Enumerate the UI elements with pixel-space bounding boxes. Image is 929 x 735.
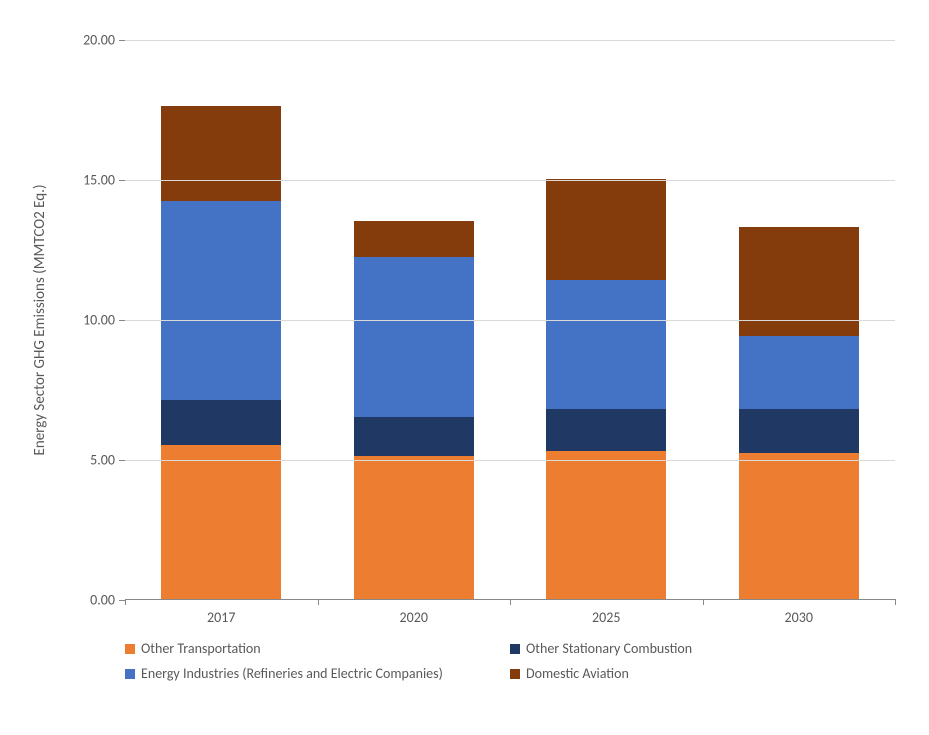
y-tick-label: 15.00 (83, 172, 125, 189)
x-tick-label: 2025 (592, 599, 620, 626)
bar-segment (354, 417, 474, 456)
plot-area: 0.005.0010.0015.0020.002017202020252030 (125, 40, 895, 600)
legend: Other Transportation Other Stationary Co… (125, 640, 895, 682)
legend-item-other-transportation: Other Transportation (125, 640, 510, 657)
legend-item-domestic-aviation: Domestic Aviation (510, 665, 895, 682)
y-tick-label: 5.00 (90, 452, 125, 469)
grid-line (125, 40, 895, 41)
x-tick-mark (318, 599, 319, 605)
legend-item-other-stationary-combustion: Other Stationary Combustion (510, 640, 895, 657)
legend-swatch (510, 669, 520, 679)
y-axis-title: Energy Sector GHG Emissions (MMTCO2 Eq.) (31, 185, 49, 456)
legend-swatch (510, 644, 520, 654)
x-tick-mark (703, 599, 704, 605)
bar-segment (546, 280, 666, 409)
legend-label: Other Transportation (141, 640, 261, 657)
bar-segment (739, 409, 859, 454)
grid-line (125, 460, 895, 461)
x-tick-mark (510, 599, 511, 605)
bar-segment (161, 445, 281, 599)
bar-segment (161, 400, 281, 445)
bar-segment (739, 453, 859, 599)
bar-segment (546, 409, 666, 451)
bar-segment (161, 201, 281, 400)
legend-swatch (125, 669, 135, 679)
grid-line (125, 180, 895, 181)
bar-segment (354, 221, 474, 257)
x-tick-label: 2017 (207, 599, 235, 626)
x-tick-mark (895, 599, 896, 605)
legend-item-energy-industries: Energy Industries (Refineries and Electr… (125, 665, 510, 682)
legend-swatch (125, 644, 135, 654)
grid-line (125, 320, 895, 321)
bar-segment (354, 257, 474, 417)
bar-segment (546, 179, 666, 280)
chart-container: Energy Sector GHG Emissions (MMTCO2 Eq.)… (20, 20, 909, 715)
bar-segment (354, 456, 474, 599)
bar-segment (546, 451, 666, 599)
x-tick-label: 2020 (400, 599, 428, 626)
y-tick-label: 0.00 (90, 592, 125, 609)
bar-segment (739, 336, 859, 409)
legend-label: Energy Industries (Refineries and Electr… (141, 665, 443, 682)
bar-segment (161, 106, 281, 201)
legend-label: Other Stationary Combustion (526, 640, 692, 657)
y-tick-label: 10.00 (83, 312, 125, 329)
x-tick-mark (125, 599, 126, 605)
legend-label: Domestic Aviation (526, 665, 629, 682)
y-tick-label: 20.00 (83, 32, 125, 49)
x-tick-label: 2030 (785, 599, 813, 626)
